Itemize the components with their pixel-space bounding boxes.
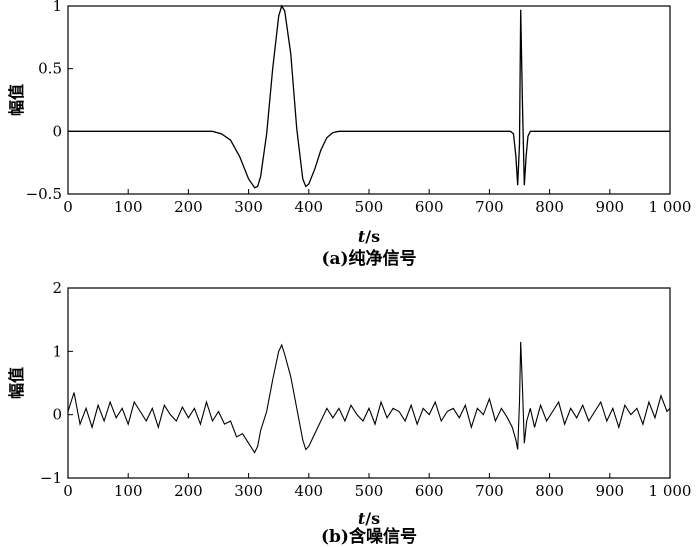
x-tick-label: 1 000 — [649, 482, 692, 500]
x-tick-label: 500 — [355, 198, 384, 216]
caption-a: (a)纯净信号 — [321, 248, 416, 269]
x-tick-label: 100 — [114, 482, 143, 500]
y-ticks-b: −1 0 1 2 — [40, 279, 73, 487]
x-tick-label: 600 — [415, 198, 444, 216]
x-tick-label: 0 — [63, 198, 73, 216]
y-ticks-a: −0.5 0 0.5 1 — [26, 0, 73, 203]
x-tick-label: 800 — [535, 482, 564, 500]
x-tick-label: 200 — [174, 198, 203, 216]
x-tick-label: 400 — [294, 198, 323, 216]
y-tick-label: 0.5 — [38, 60, 62, 78]
x-tick-label: 600 — [415, 482, 444, 500]
x-axis-label-var-b: t — [358, 509, 366, 528]
x-tick-label: 300 — [234, 482, 263, 500]
x-axis-label-b: t/s — [358, 509, 380, 528]
y-tick-label: 1 — [52, 342, 62, 360]
x-tick-label: 500 — [355, 482, 384, 500]
y-axis-label-a: 幅值 — [7, 84, 26, 116]
x-tick-label: 800 — [535, 198, 564, 216]
x-tick-label: 700 — [475, 482, 504, 500]
x-tick-label: 700 — [475, 198, 504, 216]
series-line-a — [68, 4, 670, 189]
x-axis-label-unit-a: /s — [365, 227, 380, 246]
plot-frame-a — [67, 5, 671, 195]
x-ticks-a: 0 100 200 300 400 500 600 700 800 900 1 000 — [63, 189, 691, 216]
panel-b: 0 100 200 300 400 500 600 700 800 900 1 000 −1012 … — [7, 279, 691, 547]
y-tick-label: −1 — [40, 469, 62, 487]
x-axis-label-unit-b: /s — [365, 509, 380, 528]
panel-a: 0 100 200 300 400 500 600 700 800 900 1 000 −0.500… — [7, 0, 691, 269]
y-tick-label: 0 — [52, 122, 62, 140]
x-tick-label: 300 — [234, 198, 263, 216]
y-axis-label-b: 幅值 — [7, 367, 26, 399]
x-tick-label: 400 — [294, 482, 323, 500]
x-axis-label-a: t/s — [358, 227, 380, 246]
y-tick-label: 2 — [52, 279, 62, 297]
x-tick-label: 100 — [114, 198, 143, 216]
y-tick-label: −0.5 — [26, 185, 62, 203]
x-tick-label: 0 — [63, 482, 73, 500]
plot-frame-b — [67, 287, 671, 479]
caption-b: (b)含噪信号 — [321, 526, 417, 547]
x-tick-label: 900 — [595, 198, 624, 216]
x-axis-label-var-a: t — [358, 227, 366, 246]
y-tick-label: 1 — [52, 0, 62, 15]
x-tick-label: 200 — [174, 482, 203, 500]
x-ticks-b: 0 100 200 300 400 500 600 700 800 900 1 000 — [63, 473, 691, 500]
series-line-b — [67, 341, 671, 454]
x-tick-label: 900 — [595, 482, 624, 500]
y-tick-label: 0 — [52, 406, 62, 424]
x-tick-label: 1 000 — [649, 198, 692, 216]
